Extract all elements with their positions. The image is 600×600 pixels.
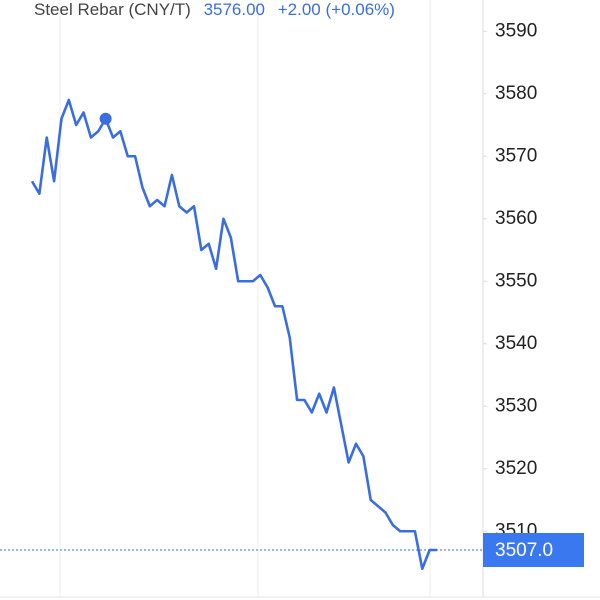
header: Steel Rebar (CNY/T) 3576.00 +2.00 (+0.06… — [34, 0, 395, 19]
y-tick-label: 3590 — [495, 20, 537, 41]
y-tick-label: 3560 — [495, 208, 537, 229]
current-price-box — [483, 533, 584, 567]
y-tick-label: 3580 — [495, 83, 537, 104]
y-tick-label: 3550 — [495, 270, 537, 291]
change: +2.00 (+0.06%) — [278, 0, 395, 19]
y-tick-label: 3540 — [495, 333, 537, 354]
y-tick-label: 3520 — [495, 458, 537, 479]
chart-title: Steel Rebar (CNY/T) — [34, 0, 191, 19]
price-line — [30, 98, 437, 571]
price: 3576.00 — [204, 0, 265, 19]
current-price-label: 3507.0 — [495, 540, 553, 561]
y-tick-label: 3570 — [495, 145, 537, 166]
highlight-point — [99, 112, 112, 125]
y-tick-label: 3530 — [495, 395, 537, 416]
